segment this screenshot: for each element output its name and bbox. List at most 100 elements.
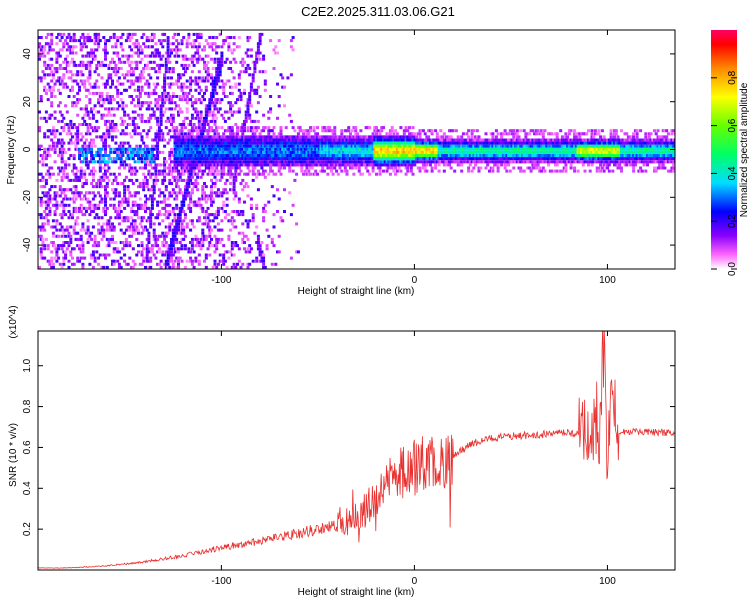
spectrogram-cell — [123, 254, 126, 257]
spectrogram-cell — [406, 129, 409, 132]
spectrogram-cell — [332, 173, 335, 176]
spectrogram-cell — [95, 92, 98, 95]
spectrogram-cell — [113, 260, 116, 263]
spectrogram-cell — [151, 194, 154, 197]
spectrogram-cell — [333, 129, 336, 132]
spectrogram-cell — [43, 132, 46, 135]
spectrogram-cell — [227, 42, 230, 45]
spectrogram-cell — [80, 132, 83, 135]
spectrogram-cell — [175, 207, 178, 210]
spectrogram-cell — [111, 45, 114, 48]
spectrogram-cell — [186, 107, 189, 110]
spectrogram-cell — [160, 58, 163, 61]
spectrogram-cell — [120, 257, 123, 260]
spectrogram-cell — [167, 58, 170, 61]
spectrogram-cell — [313, 126, 316, 129]
spectrogram-cell — [147, 198, 150, 201]
spectrogram-cell — [57, 89, 60, 92]
spectrogram-cell — [260, 33, 263, 36]
spectrogram-cell — [330, 170, 333, 173]
spectrogram-cell — [241, 132, 244, 135]
spectrogram-cell — [101, 198, 104, 201]
spectrogram-cell — [205, 235, 208, 238]
spectrogram-cell — [161, 45, 164, 48]
spectrogram-cell — [207, 132, 210, 135]
spectrogram-cell — [257, 170, 260, 173]
spectrogram-cell — [81, 61, 84, 64]
spectrogram-cell — [174, 107, 177, 110]
spectrogram-cell — [214, 48, 217, 51]
spectrogram-cell — [134, 219, 137, 222]
spectrogram-cell — [88, 92, 91, 95]
spectrogram-cell — [201, 207, 204, 210]
spectrogram-cell — [149, 222, 152, 225]
spectrogram-cell — [130, 135, 133, 138]
spectrogram-cell — [184, 98, 187, 101]
spectrogram-cell — [42, 160, 45, 163]
spectrogram-cell — [66, 226, 69, 229]
spectrogram-cell — [163, 167, 166, 170]
spectrogram-cell — [61, 235, 64, 238]
spectrogram-cell — [121, 55, 124, 58]
spectrogram-cell — [248, 73, 251, 76]
spectrogram-cell — [154, 55, 157, 58]
spectrogram-cell — [187, 204, 190, 207]
spectrogram-cell — [64, 39, 67, 42]
spectrogram-cell — [255, 226, 258, 229]
spectrogram-cell — [52, 73, 55, 76]
spectrogram-cell — [309, 173, 312, 176]
spectrogram-cell — [121, 163, 124, 166]
spectrogram-cell — [111, 83, 114, 86]
spectrogram-cell — [80, 80, 83, 83]
spectrogram-cell — [217, 132, 220, 135]
spectrogram-cell — [106, 176, 109, 179]
spectrogram-cell — [99, 232, 102, 235]
spectrogram-cell — [54, 148, 57, 151]
spectrogram-cell — [165, 67, 168, 70]
spectrogram-cell — [191, 58, 194, 61]
spectrogram-cell — [50, 95, 53, 98]
spectrogram-cell — [47, 151, 50, 154]
spectrogram-cell — [52, 145, 55, 148]
spectrogram-cell — [108, 241, 111, 244]
spectrogram-cell — [248, 67, 251, 70]
spectrogram-cell — [154, 70, 157, 73]
spectrogram-cell — [214, 61, 217, 64]
spectrogram-cell — [248, 114, 251, 117]
spectrogram-cell — [142, 260, 145, 263]
spectrogram-cell — [47, 33, 50, 36]
spectrogram-cell — [97, 73, 100, 76]
spectrogram-cell — [247, 39, 250, 42]
spectrogram-cell — [141, 48, 144, 51]
spectrogram-cell — [233, 58, 236, 61]
spectrogram-cell — [81, 266, 84, 269]
spectrogram-cell — [48, 117, 51, 120]
spectrogram-cell — [293, 179, 296, 182]
spectrogram-cell — [281, 219, 284, 222]
spectrogram-cell — [99, 39, 102, 42]
spectrogram-cell — [132, 266, 135, 269]
spectrogram-cell — [153, 148, 156, 151]
spectrogram-cell — [189, 83, 192, 86]
spectrogram-cell — [102, 167, 105, 170]
spectrogram-cell — [186, 101, 189, 104]
spectrogram-cell — [92, 52, 95, 55]
spectrogram-cell — [184, 132, 187, 135]
spectrogram-cell — [307, 170, 310, 173]
spectrogram-cell — [95, 250, 98, 253]
spectrogram-cell — [167, 263, 170, 266]
spectrogram-cell — [224, 260, 227, 263]
spectrogram-cell — [104, 257, 107, 260]
spectrogram-cell — [248, 250, 251, 253]
spectrogram-cell — [229, 61, 232, 64]
spectrogram-cell — [45, 173, 48, 176]
spectrogram-cell — [50, 42, 53, 45]
spectrogram-cell — [59, 194, 62, 197]
spectrogram-cell — [73, 247, 76, 250]
spectrogram-cell — [214, 86, 217, 89]
spectrogram-cell — [160, 260, 163, 263]
spectrogram-cell — [40, 247, 43, 250]
spectrogram-cell — [114, 86, 117, 89]
spectrogram-cell — [177, 55, 180, 58]
spectrogram-cell — [194, 39, 197, 42]
